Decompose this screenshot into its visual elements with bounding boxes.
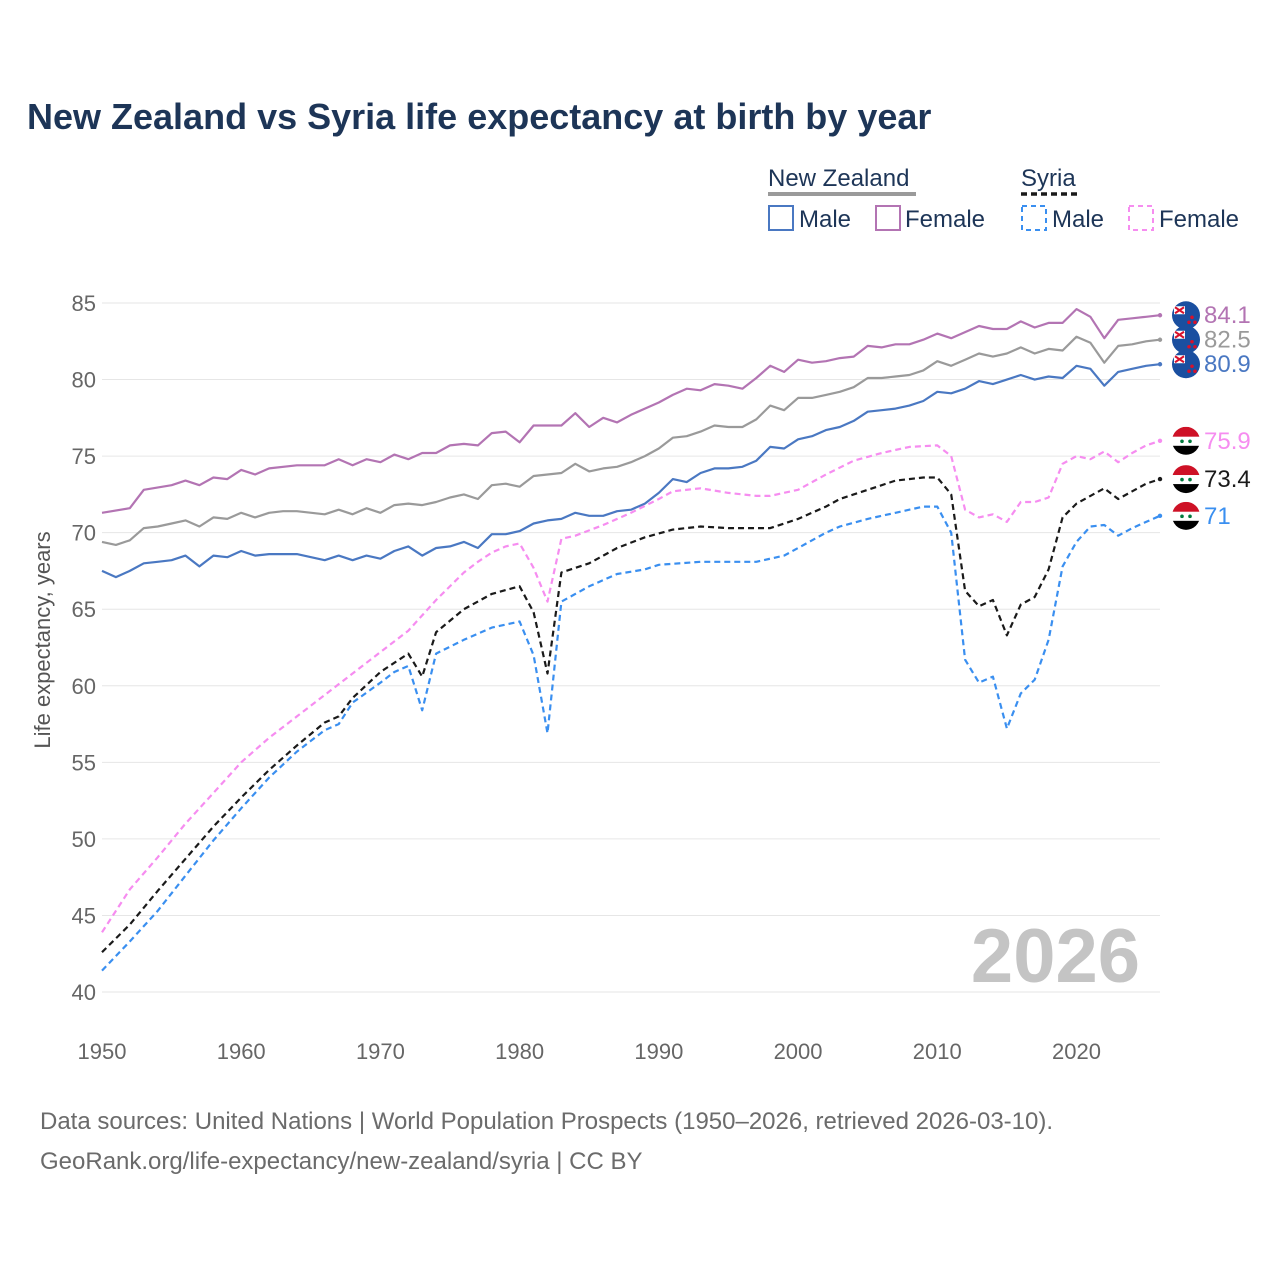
end-label-nz-male: 80.9 bbox=[1204, 351, 1251, 378]
series-line-nz-total bbox=[101, 335, 1161, 547]
source-line-1: Data sources: United Nations | World Pop… bbox=[40, 1108, 1054, 1135]
y-tick-label: 55 bbox=[72, 750, 96, 775]
end-label-sy-male: 71 bbox=[1204, 503, 1231, 530]
x-tick-label: 1990 bbox=[634, 1039, 683, 1064]
series-line-nz-female bbox=[101, 308, 1161, 514]
end-labels: 84.182.580.9 75.9 73.4 71 bbox=[1157, 301, 1251, 530]
series-end-point-nz-total bbox=[1157, 337, 1163, 342]
y-tick-label: 85 bbox=[72, 291, 96, 316]
x-tick-label: 2020 bbox=[1052, 1039, 1101, 1064]
source-line-2: GeoRank.org/life-expectancy/new-zealand/… bbox=[40, 1148, 643, 1175]
legend-swatch-nz-female bbox=[875, 205, 901, 231]
legend: New Zealand Syria Male Female Male Femal… bbox=[768, 165, 1239, 233]
legend-swatch-nz-male bbox=[768, 205, 794, 231]
y-tick-label: 45 bbox=[72, 903, 96, 928]
series-end-point-sy-male bbox=[1157, 513, 1163, 519]
year-watermark: 2026 bbox=[971, 914, 1140, 999]
series-end-point-nz-female bbox=[1157, 313, 1163, 318]
y-tick-label: 50 bbox=[72, 827, 96, 852]
x-tick-label: 1950 bbox=[78, 1039, 127, 1064]
legend-swatch-sy-female bbox=[1128, 205, 1154, 231]
new-zealand-flag-icon bbox=[1172, 350, 1200, 379]
y-tick-label: 75 bbox=[72, 444, 96, 469]
end-label-sy-female: 75.9 bbox=[1204, 428, 1251, 455]
series-lines bbox=[101, 308, 1161, 972]
legend-group-syria: Syria bbox=[1021, 165, 1076, 192]
legend-label-sy-female: Female bbox=[1159, 206, 1239, 233]
legend-swatch-sy-male bbox=[1021, 205, 1047, 231]
series-line-sy-female bbox=[101, 439, 1161, 933]
x-tick-label: 2000 bbox=[774, 1039, 823, 1064]
source-note: Data sources: United Nations | World Pop… bbox=[40, 1102, 1240, 1182]
end-label-nz-female: 84.1 bbox=[1204, 302, 1251, 329]
y-tick-label: 60 bbox=[72, 674, 96, 699]
end-label-nz-total: 82.5 bbox=[1204, 327, 1251, 354]
syria-flag-icon bbox=[1172, 501, 1200, 530]
legend-label-nz-female: Female bbox=[905, 206, 985, 233]
new-zealand-flag-icon bbox=[1172, 325, 1200, 354]
series-end-point-sy-female bbox=[1157, 438, 1163, 443]
x-tick-label: 1980 bbox=[495, 1039, 544, 1064]
gridlines bbox=[102, 302, 1160, 993]
legend-label-sy-male: Male bbox=[1052, 206, 1104, 233]
series-line-sy-total bbox=[101, 476, 1161, 953]
chart-title: New Zealand vs Syria life expectancy at … bbox=[27, 96, 931, 137]
syria-flag-icon bbox=[1172, 426, 1200, 455]
legend-label-nz-male: Male bbox=[799, 206, 851, 233]
x-tick-label: 1970 bbox=[356, 1039, 405, 1064]
y-tick-label: 40 bbox=[72, 980, 96, 1005]
y-tick-label: 80 bbox=[72, 368, 96, 393]
series-end-point-sy-total bbox=[1157, 476, 1163, 482]
x-axis-ticks: 1950 1960 1970 1980 1990 2000 2010 2020 bbox=[78, 1039, 1101, 1064]
x-tick-label: 1960 bbox=[217, 1039, 266, 1064]
series-end-point-nz-male bbox=[1157, 362, 1163, 367]
series-line-sy-male bbox=[101, 505, 1161, 972]
y-axis-ticks: 40 45 50 55 60 65 70 75 80 85 bbox=[72, 291, 96, 1005]
new-zealand-flag-icon bbox=[1172, 301, 1200, 330]
y-tick-label: 65 bbox=[72, 597, 96, 622]
y-axis-label: Life expectancy, years bbox=[30, 531, 55, 748]
syria-flag-icon bbox=[1172, 465, 1200, 494]
y-tick-label: 70 bbox=[72, 521, 96, 546]
end-label-sy-total: 73.4 bbox=[1204, 466, 1251, 493]
legend-group-new-zealand: New Zealand bbox=[768, 165, 909, 192]
x-tick-label: 2010 bbox=[913, 1039, 962, 1064]
series-line-nz-male bbox=[101, 363, 1161, 579]
